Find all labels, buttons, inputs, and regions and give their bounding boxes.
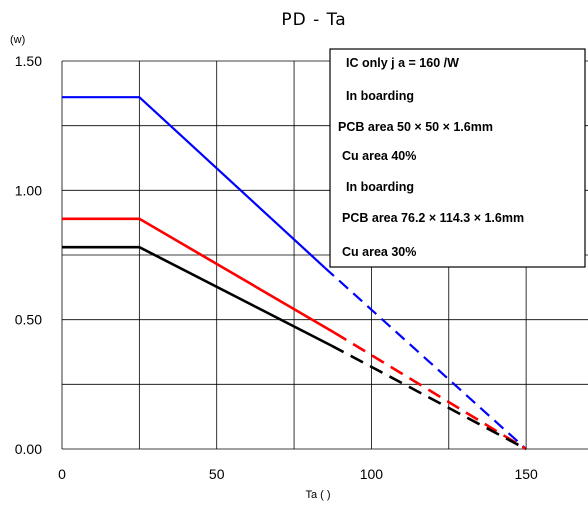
x-tick-label: 150	[514, 466, 538, 482]
series-line	[62, 217, 335, 334]
y-unit-label: (w)	[10, 34, 25, 46]
legend-text-line: In boarding	[346, 180, 414, 194]
x-tick-label: 50	[209, 466, 225, 482]
legend-box: IC only j a = 160 /W In boarding PCB area …	[329, 48, 586, 268]
y-tick-label: 0.50	[15, 312, 42, 328]
x-axis-label: Ta ( )	[305, 489, 330, 501]
chart-title: PD - Ta	[281, 10, 346, 30]
legend-text-line: IC only j a = 160 /W	[346, 56, 459, 70]
legend-text-line: PCB area 50 × 50 × 1.6mm	[338, 120, 493, 134]
legend-text-line: In boarding	[346, 89, 414, 103]
legend-text-line: Cu area 40%	[342, 149, 416, 163]
x-tick-label: 0	[58, 466, 66, 482]
series-line	[330, 344, 527, 451]
tick-labels: 0.00 0.50 1.00 1.50 0 50 100 150	[15, 53, 538, 482]
y-tick-label: 1.00	[15, 182, 42, 198]
series-line	[324, 267, 527, 450]
y-tick-label: 0.00	[15, 441, 42, 457]
series-group	[62, 96, 527, 451]
y-tick-label: 1.50	[15, 53, 42, 69]
legend-text-line: PCB area 76.2 × 114.3 × 1.6mm	[342, 211, 524, 225]
legend-text-line: Cu area 30%	[342, 245, 416, 259]
x-tick-label: 100	[360, 466, 384, 482]
series-line	[62, 96, 326, 269]
series-line	[62, 245, 332, 347]
legend-frame	[329, 48, 586, 268]
series-line	[333, 331, 527, 451]
